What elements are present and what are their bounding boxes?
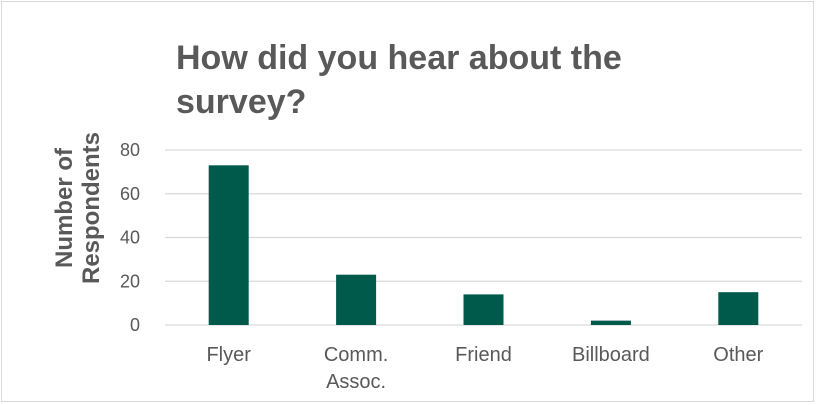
x-category-label: Comm. Assoc. [324, 344, 388, 393]
bars [208, 165, 759, 325]
x-axis-categories: Flyer Comm. Assoc. Friend Billboard Other [206, 344, 763, 393]
bar-comm-assoc [336, 274, 377, 325]
x-category-label: Billboard [572, 344, 650, 366]
chart-title: How did you hear about the survey? [176, 39, 622, 121]
bar-other [718, 292, 759, 325]
bar-flyer [208, 165, 249, 325]
y-tick-label: 80 [120, 140, 140, 160]
x-category-label: Flyer [206, 344, 251, 366]
y-axis-ticks: 0 20 40 60 80 [120, 140, 140, 335]
x-category-label: Friend [455, 344, 512, 366]
bar-friend [463, 294, 504, 325]
bar-billboard [590, 320, 631, 325]
y-tick-label: 40 [120, 228, 140, 248]
y-tick-label: 20 [120, 271, 140, 291]
x-category-label: Other [713, 344, 763, 366]
y-tick-label: 0 [130, 315, 140, 335]
gridlines [165, 149, 802, 326]
y-tick-label: 60 [120, 184, 140, 204]
